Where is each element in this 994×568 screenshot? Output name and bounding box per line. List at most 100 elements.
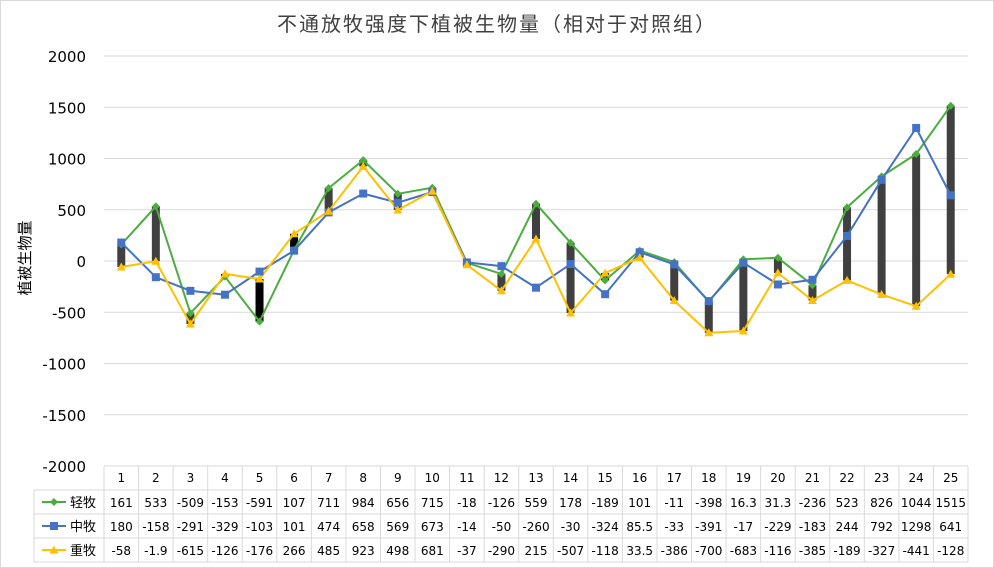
- up-down-bar: [532, 203, 540, 239]
- legend-series-name: 重牧: [70, 543, 96, 559]
- data-point: [393, 189, 402, 198]
- data-table-cell: -507: [557, 544, 584, 558]
- data-table-cell: -386: [661, 544, 688, 558]
- data-table-cell: -290: [488, 544, 515, 558]
- data-point: [843, 203, 852, 212]
- data-table-cell: 180: [110, 520, 133, 534]
- data-point: [290, 246, 299, 255]
- data-table-cell: 498: [386, 544, 409, 558]
- data-point: [877, 175, 886, 184]
- legend-key-marker: [50, 498, 58, 506]
- data-table-cell: -236: [799, 496, 826, 510]
- up-down-bar: [739, 259, 748, 332]
- data-table-cell: -37: [457, 544, 477, 558]
- data-point: [358, 161, 368, 170]
- y-tick-labels: 2000 1500 1000 500 0 -500 -1000 -1500 -2000: [42, 48, 86, 476]
- y-tick-label: 500: [57, 202, 86, 220]
- data-table-cell: -391: [695, 520, 722, 534]
- data-table-cell: 715: [421, 496, 444, 510]
- category-label: 14: [563, 471, 578, 485]
- data-point: [220, 290, 229, 299]
- data-table-cell: -153: [211, 496, 238, 510]
- data-table-cell: -183: [799, 520, 826, 534]
- data-point: [359, 189, 368, 198]
- data-table-cell: 244: [836, 520, 859, 534]
- up-down-bar: [808, 285, 817, 301]
- up-down-bar: [186, 313, 195, 325]
- data-point: [946, 191, 955, 200]
- data-table-cell: 474: [317, 520, 340, 534]
- data-point: [531, 234, 541, 243]
- category-label: 24: [909, 471, 924, 485]
- data-table-cell: -116: [764, 544, 791, 558]
- up-down-bar: [497, 273, 506, 291]
- data-table-cell: 641: [939, 520, 962, 534]
- up-down-bar: [255, 279, 264, 322]
- data-point: [393, 205, 403, 214]
- data-point: [738, 326, 748, 335]
- category-label: 5: [256, 471, 264, 485]
- data-table-cell: -398: [695, 496, 722, 510]
- data-table-cell: 85.5: [626, 520, 653, 534]
- category-label: 15: [597, 471, 612, 485]
- category-label: 2: [152, 471, 160, 485]
- data-table-cell: -385: [799, 544, 826, 558]
- data-table-cell: 523: [836, 496, 859, 510]
- up-down-bar: [843, 207, 852, 281]
- data-point: [912, 123, 921, 132]
- category-label: 21: [805, 471, 820, 485]
- data-table-cell: 33.5: [626, 544, 653, 558]
- category-label: 25: [943, 471, 958, 485]
- legend-key-marker: [50, 522, 58, 530]
- data-point: [255, 267, 264, 276]
- data-point: [773, 253, 782, 262]
- data-table-cell: 569: [386, 520, 409, 534]
- data-table-cell: 485: [317, 544, 340, 558]
- data-table-cell: 673: [421, 520, 444, 534]
- up-down-bar: [324, 188, 333, 212]
- category-label: 8: [359, 471, 367, 485]
- data-point: [842, 275, 852, 284]
- data-point: [912, 149, 921, 158]
- data-table-cell: 1044: [901, 496, 932, 510]
- data-point: [289, 229, 299, 238]
- legend-key-marker: [49, 545, 59, 554]
- data-table-cell: 711: [317, 496, 340, 510]
- data-point: [427, 186, 437, 195]
- category-label: 11: [459, 471, 474, 485]
- data-table-cell: -11: [664, 496, 684, 510]
- data-table-cell: -50: [492, 520, 512, 534]
- chart-title: 不通放牧强度下植被生物量（相对于对照组）: [277, 12, 717, 36]
- data-point: [670, 260, 679, 269]
- data-point: [359, 156, 368, 165]
- data-point: [324, 184, 333, 193]
- category-label: 19: [736, 471, 751, 485]
- data-point: [739, 258, 748, 267]
- data-point: [532, 283, 540, 292]
- data-point: [566, 238, 575, 247]
- data-point: [116, 262, 126, 271]
- y-tick-label: 1500: [48, 99, 86, 117]
- data-table-cell: 984: [352, 496, 375, 510]
- category-label: 9: [394, 471, 402, 485]
- category-label: 22: [839, 471, 854, 485]
- data-point: [566, 308, 576, 317]
- series-markers: [116, 101, 956, 337]
- data-table-cell: -441: [903, 544, 930, 558]
- data-table-cell: 658: [352, 520, 375, 534]
- data-point: [600, 268, 610, 277]
- data-point: [186, 286, 195, 295]
- y-tick-label: -2000: [42, 458, 86, 476]
- data-table-cell: 266: [283, 544, 306, 558]
- data-table-cell: 826: [870, 496, 893, 510]
- data-point: [462, 260, 472, 269]
- data-table-cell: -103: [246, 520, 273, 534]
- data-table: 1 2 3 4 5 6 7 8 9 10 11 12 13 14 15 16 17 18 19 20 21 22 23 24 2…: [33, 465, 969, 563]
- data-point: [843, 231, 852, 240]
- data-point: [186, 309, 195, 318]
- category-label: 17: [667, 471, 682, 485]
- category-label: 13: [528, 471, 543, 485]
- data-point: [773, 280, 782, 289]
